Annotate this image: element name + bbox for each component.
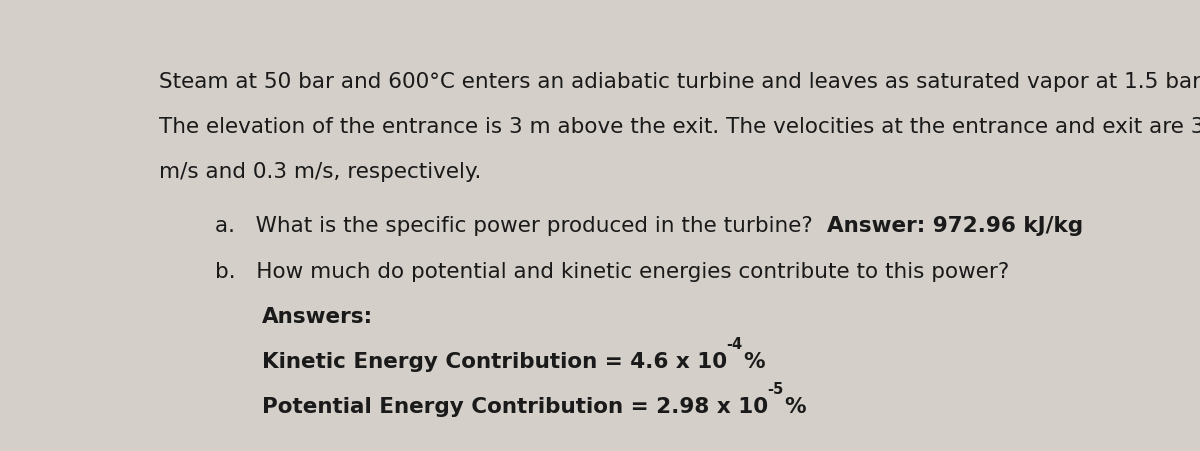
Text: a.   What is the specific power produced in the turbine?: a. What is the specific power produced i… (215, 216, 827, 236)
Text: Answer: 972.96 kJ/kg: Answer: 972.96 kJ/kg (827, 216, 1082, 236)
Text: %: % (743, 351, 764, 371)
Text: -5: -5 (768, 381, 784, 396)
Text: Kinetic Energy Contribution = 4.6 x 10: Kinetic Energy Contribution = 4.6 x 10 (262, 351, 727, 371)
Text: %: % (784, 396, 805, 416)
Text: Answers:: Answers: (262, 306, 373, 326)
Text: Steam at 50 bar and 600°C enters an adiabatic turbine and leaves as saturated va: Steam at 50 bar and 600°C enters an adia… (160, 71, 1200, 92)
Text: The elevation of the entrance is 3 m above the exit. The velocities at the entra: The elevation of the entrance is 3 m abo… (160, 117, 1200, 137)
Text: -4: -4 (727, 336, 743, 351)
Text: b.   How much do potential and kinetic energies contribute to this power?: b. How much do potential and kinetic ene… (215, 261, 1009, 281)
Text: Potential Energy Contribution = 2.98 x 10: Potential Energy Contribution = 2.98 x 1… (262, 396, 768, 416)
Text: m/s and 0.3 m/s, respectively.: m/s and 0.3 m/s, respectively. (160, 162, 481, 182)
